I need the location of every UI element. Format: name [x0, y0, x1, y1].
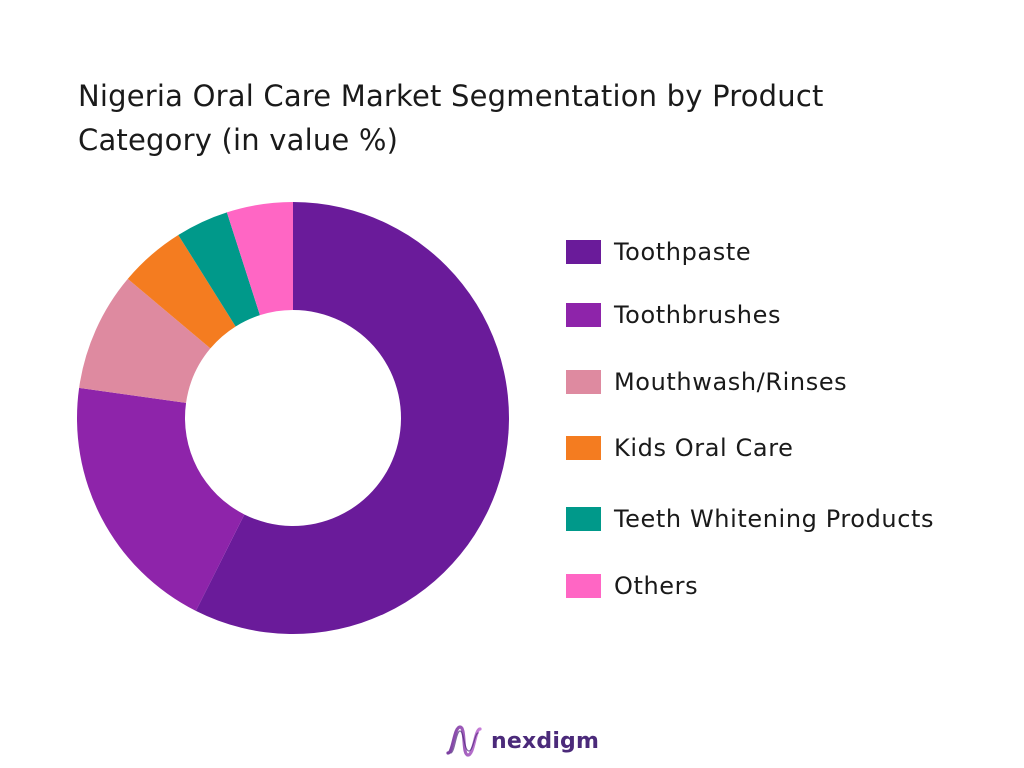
legend-label-teeth-whitening: Teeth Whitening Products — [614, 505, 935, 533]
legend-swatch-teeth-whitening — [566, 507, 601, 531]
legend-item-mouthwash: Mouthwash/Rinses — [566, 362, 847, 402]
chart-title: Nigeria Oral Care Market Segmentation by… — [78, 74, 958, 162]
legend-item-toothbrushes: Toothbrushes — [566, 295, 781, 335]
legend-swatch-toothbrushes — [566, 303, 601, 327]
donut-slice-toothpaste — [195, 202, 509, 634]
brand-name: nexdigm — [491, 728, 600, 754]
legend-label-kids-oral-care: Kids Oral Care — [614, 434, 794, 462]
legend-item-kids-oral-care: Kids Oral Care — [566, 428, 794, 468]
legend-swatch-toothpaste — [566, 240, 601, 264]
donut-chart — [77, 202, 509, 634]
donut-slice-toothbrushes — [77, 387, 245, 611]
legend-label-mouthwash: Mouthwash/Rinses — [614, 368, 848, 396]
donut-slice-mouthwash — [79, 278, 211, 403]
legend-item-toothpaste: Toothpaste — [566, 232, 751, 272]
brand-footer: nexdigm — [445, 722, 599, 760]
legend-item-teeth-whitening: Teeth Whitening Products — [566, 499, 934, 539]
legend-label-toothbrushes: Toothbrushes — [614, 301, 782, 329]
legend-swatch-others — [566, 574, 601, 598]
legend-item-others: Others — [566, 566, 698, 606]
legend-swatch-mouthwash — [566, 370, 601, 394]
wave-logo-icon — [446, 725, 482, 757]
donut-slice-teeth-whitening — [178, 212, 260, 327]
chart-title-line-1: Nigeria Oral Care Market Segmentation by… — [78, 79, 824, 113]
legend-swatch-kids-oral-care — [566, 436, 601, 460]
chart-title-line-2: Category (in value %) — [78, 123, 399, 157]
donut-slice-others — [226, 202, 293, 316]
donut-slice-kids-oral-care — [127, 234, 236, 349]
legend-label-toothpaste: Toothpaste — [614, 238, 752, 266]
legend-label-others: Others — [614, 572, 699, 600]
